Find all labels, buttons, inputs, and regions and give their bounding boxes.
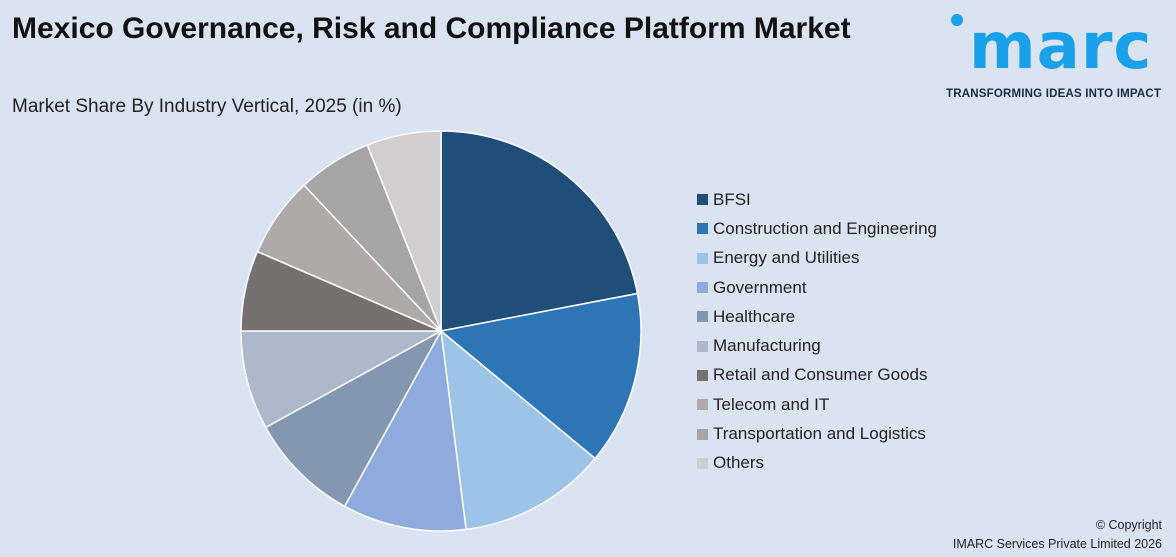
legend-item: Government <box>697 273 937 302</box>
legend-label: Construction and Engineering <box>713 218 937 238</box>
legend-item: Others <box>697 449 937 478</box>
legend-label: Telecom and IT <box>713 394 830 414</box>
legend-label: Government <box>713 277 807 297</box>
legend-swatch <box>697 457 708 469</box>
legend-item: Construction and Engineering <box>697 214 937 243</box>
pie-slice-energy-and-utilities <box>440 329 597 531</box>
legend-item: BFSI <box>697 185 937 214</box>
copyright-line1: © Copyright <box>1095 518 1162 532</box>
legend-swatch <box>697 223 708 235</box>
pie-slice-others <box>366 130 442 332</box>
legend-label: Energy and Utilities <box>713 248 860 268</box>
copyright-line2: IMARC Services Private Limited 2026 <box>952 537 1162 551</box>
legend-label: BFSI <box>713 189 751 209</box>
pie-slice-healthcare <box>264 329 443 508</box>
legend-swatch <box>697 194 708 206</box>
legend-item: Manufacturing <box>697 331 937 360</box>
legend-swatch <box>697 311 708 323</box>
chart-subtitle: Market Share By Industry Vertical, 2025 … <box>12 96 402 117</box>
logo-tagline: TRANSFORMING IDEAS INTO IMPACT <box>946 88 1162 100</box>
legend-label: Manufacturing <box>713 336 821 356</box>
legend-item: Telecom and IT <box>697 390 937 419</box>
legend-item: Retail and Consumer Goods <box>697 361 937 390</box>
logo-wordmark: imarc <box>946 12 1171 82</box>
legend-item: Healthcare <box>697 302 937 331</box>
legend-swatch <box>697 340 708 352</box>
pie-slice-bfsi <box>440 130 639 332</box>
imarc-logo: imarc TRANSFORMING IDEAS INTO IMPACT <box>946 12 1171 100</box>
legend-swatch <box>697 252 708 264</box>
pie-slice-government <box>343 328 467 532</box>
legend-label: Transportation and Logistics <box>713 424 926 444</box>
legend-swatch <box>697 428 708 440</box>
legend-item: Energy and Utilities <box>697 244 937 273</box>
chart-title: Mexico Governance, Risk and Compliance P… <box>12 12 851 45</box>
legend-swatch <box>697 369 708 381</box>
pie-slice-manufacturing <box>240 330 442 429</box>
copyright: © Copyright IMARC Services Private Limit… <box>953 516 1162 554</box>
pie-slice-construction-and-engineering <box>439 292 642 460</box>
legend-label: Healthcare <box>713 306 796 326</box>
legend-swatch <box>697 399 708 411</box>
legend-label: Others <box>713 453 765 473</box>
legend-label: Retail and Consumer Goods <box>713 365 928 385</box>
legend-swatch <box>697 282 708 294</box>
legend: BFSI Construction and Engineering Energy a… <box>697 185 937 478</box>
legend-item: Transportation and Logistics <box>697 419 937 448</box>
